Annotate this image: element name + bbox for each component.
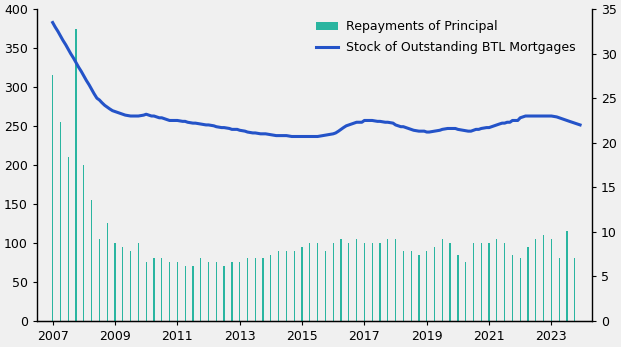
Bar — [145, 262, 147, 321]
Bar — [99, 239, 100, 321]
Bar — [558, 259, 560, 321]
Bar — [75, 29, 76, 321]
Bar — [309, 243, 310, 321]
Bar — [473, 243, 474, 321]
Bar — [317, 243, 318, 321]
Bar — [504, 243, 505, 321]
Bar — [496, 239, 497, 321]
Bar — [294, 251, 295, 321]
Legend: Repayments of Principal, Stock of Outstanding BTL Mortgages: Repayments of Principal, Stock of Outsta… — [310, 15, 580, 59]
Bar — [130, 251, 131, 321]
Bar — [465, 262, 466, 321]
Bar — [114, 243, 116, 321]
Bar — [239, 262, 240, 321]
Bar — [208, 262, 209, 321]
Bar — [348, 243, 350, 321]
Bar — [153, 259, 155, 321]
Bar — [356, 239, 357, 321]
Bar — [184, 266, 186, 321]
Bar — [333, 243, 334, 321]
Bar — [489, 243, 490, 321]
Bar — [574, 259, 576, 321]
Bar — [247, 259, 248, 321]
Bar — [215, 262, 217, 321]
Bar — [138, 243, 139, 321]
Bar — [107, 223, 108, 321]
Bar — [520, 259, 521, 321]
Bar — [91, 200, 93, 321]
Bar — [177, 262, 178, 321]
Bar — [263, 259, 264, 321]
Bar — [200, 259, 201, 321]
Bar — [419, 255, 420, 321]
Bar — [551, 239, 552, 321]
Bar — [231, 262, 232, 321]
Bar — [161, 259, 162, 321]
Bar — [535, 239, 537, 321]
Bar — [387, 239, 388, 321]
Bar — [83, 165, 84, 321]
Bar — [255, 259, 256, 321]
Bar — [286, 251, 287, 321]
Bar — [52, 75, 53, 321]
Bar — [527, 247, 528, 321]
Bar — [122, 247, 124, 321]
Bar — [340, 239, 342, 321]
Bar — [410, 251, 412, 321]
Bar — [457, 255, 458, 321]
Bar — [512, 255, 513, 321]
Bar — [68, 157, 69, 321]
Bar — [270, 255, 271, 321]
Bar — [60, 122, 61, 321]
Bar — [434, 247, 435, 321]
Bar — [379, 243, 381, 321]
Bar — [450, 243, 451, 321]
Bar — [278, 251, 279, 321]
Bar — [426, 251, 427, 321]
Bar — [481, 243, 482, 321]
Bar — [442, 239, 443, 321]
Bar — [325, 251, 326, 321]
Bar — [395, 239, 396, 321]
Bar — [364, 243, 365, 321]
Bar — [169, 262, 170, 321]
Bar — [371, 243, 373, 321]
Bar — [566, 231, 568, 321]
Bar — [543, 235, 544, 321]
Bar — [224, 266, 225, 321]
Bar — [402, 251, 404, 321]
Bar — [301, 247, 302, 321]
Bar — [193, 266, 194, 321]
